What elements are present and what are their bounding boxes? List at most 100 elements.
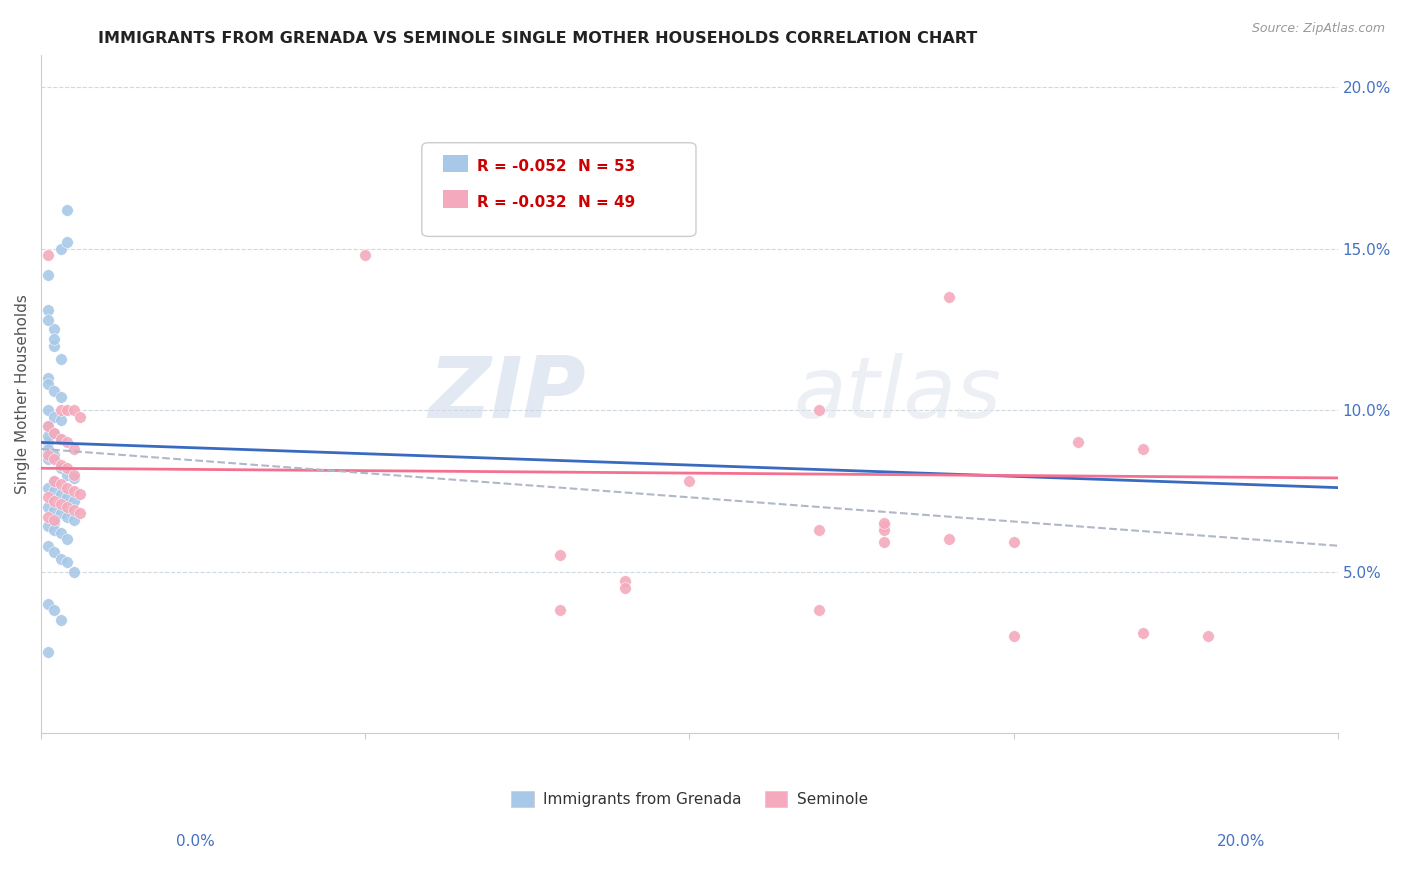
Point [37,429,59,443]
Point [37,442,59,456]
Point [37,268,59,282]
Legend: Immigrants from Grenada, Seminole: Immigrants from Grenada, Seminole [505,785,875,814]
Point [613,581,636,595]
Point [42,513,65,527]
Point [56,500,79,514]
Point [42,503,65,517]
Point [42,603,65,617]
Point [808,603,831,617]
Point [56,467,79,482]
Point [56,403,79,417]
Point [548,549,571,563]
Point [49,551,72,566]
Point [62,467,84,482]
Point [49,525,72,540]
Point [37,519,59,533]
Point [49,242,72,256]
Point [42,425,65,440]
Point [56,555,79,569]
Point [69,409,91,424]
Point [49,487,72,501]
Text: R = -0.032: R = -0.032 [477,195,567,210]
Point [62,471,84,485]
Point [42,338,65,352]
Point [49,458,72,472]
Point [37,597,59,611]
Point [37,371,59,385]
Point [56,461,79,475]
Point [678,474,700,488]
Point [1067,435,1090,450]
Point [56,509,79,524]
Text: IMMIGRANTS FROM GRENADA VS SEMINOLE SINGLE MOTHER HOUSEHOLDS CORRELATION CHART: IMMIGRANTS FROM GRENADA VS SEMINOLE SING… [98,31,977,46]
Point [42,516,65,530]
Point [873,523,896,537]
Point [49,432,72,446]
Point [69,487,91,501]
Point [37,500,59,514]
Point [873,516,896,530]
Point [42,384,65,398]
Point [49,403,72,417]
Point [1002,535,1025,549]
Point [1132,625,1154,640]
Point [808,523,831,537]
Point [42,474,65,488]
Point [37,645,59,659]
Point [37,419,59,434]
Point [37,481,59,495]
Point [49,497,72,511]
Text: R = -0.052: R = -0.052 [477,160,567,174]
Text: 20.0%: 20.0% [1218,834,1265,849]
Point [42,322,65,336]
Point [62,565,84,579]
Point [1197,629,1219,643]
Text: N = 53: N = 53 [578,160,636,174]
Point [42,483,65,498]
Point [42,332,65,346]
Point [62,403,84,417]
Point [37,509,59,524]
Point [49,432,72,446]
Point [42,448,65,462]
Point [37,313,59,327]
Point [37,403,59,417]
Point [808,403,831,417]
Point [42,425,65,440]
Point [37,448,59,462]
Point [56,435,79,450]
Point [49,507,72,521]
Point [69,507,91,521]
Point [56,533,79,547]
Point [873,519,896,533]
Point [1002,629,1025,643]
Point [938,533,960,547]
Point [42,451,65,466]
Point [873,535,896,549]
Text: ZIP: ZIP [427,352,586,435]
Point [37,539,59,553]
Point [37,435,59,450]
Point [49,461,72,475]
Point [49,477,72,491]
Point [37,303,59,318]
Point [42,474,65,488]
Point [56,481,79,495]
Point [1132,442,1154,456]
Point [42,545,65,559]
Point [62,503,84,517]
Point [42,523,65,537]
Point [37,451,59,466]
Point [56,491,79,505]
Point [62,442,84,456]
Point [49,351,72,366]
Y-axis label: Single Mother Households: Single Mother Households [15,294,30,494]
Text: Source: ZipAtlas.com: Source: ZipAtlas.com [1251,22,1385,36]
Point [37,248,59,262]
Point [62,493,84,508]
Point [49,613,72,627]
Text: atlas: atlas [793,352,1001,435]
Point [49,413,72,427]
Point [354,248,377,262]
Point [37,491,59,505]
